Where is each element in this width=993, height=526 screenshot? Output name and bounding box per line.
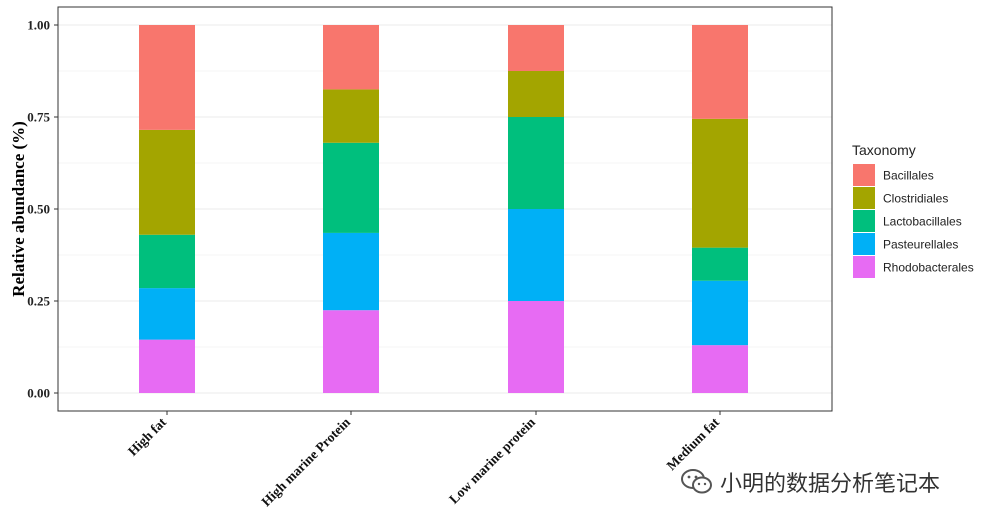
legend-label-lactobacillales: Lactobacillales xyxy=(883,215,962,229)
bars xyxy=(139,25,748,393)
legend-label-pasteurellales: Pasteurellales xyxy=(883,238,958,252)
bar-segment-clostridiales-3 xyxy=(692,118,748,248)
x-tick-label: Medium fat xyxy=(664,414,723,473)
bar-segment-bacillales-1 xyxy=(323,25,379,90)
y-tick-label: 0.75 xyxy=(27,110,50,125)
bar-segment-clostridiales-2 xyxy=(508,71,564,117)
bar-segment-clostridiales-1 xyxy=(323,89,379,143)
bar-segment-rhodobacterales-1 xyxy=(323,310,379,393)
x-tick-label: Low marine protein xyxy=(446,414,538,506)
legend: Taxonomy Bacillales Clostridiales Lactobac… xyxy=(852,142,974,278)
legend-title: Taxonomy xyxy=(852,142,916,158)
bar-segment-bacillales-2 xyxy=(508,25,564,71)
y-axis: 0.00 0.25 0.50 0.75 1.00 xyxy=(27,18,58,401)
legend-label-clostridiales: Clostridiales xyxy=(883,192,948,206)
watermark: 小明的数据分析笔记本 xyxy=(680,466,940,498)
x-tick-label: High marine Protein xyxy=(258,414,353,509)
legend-key-pasteurellales xyxy=(853,233,875,255)
bar-segment-clostridiales-0 xyxy=(139,129,195,235)
bar-segment-lactobacillales-1 xyxy=(323,142,379,233)
bar-segment-lactobacillales-2 xyxy=(508,117,564,209)
legend-label-rhodobacterales: Rhodobacterales xyxy=(883,261,974,275)
watermark-text: 小明的数据分析笔记本 xyxy=(720,472,941,497)
x-tick-label: High fat xyxy=(125,414,170,459)
y-tick-label: 0.25 xyxy=(27,294,50,309)
bar-segment-rhodobacterales-3 xyxy=(692,345,748,393)
legend-key-clostridiales xyxy=(853,187,875,209)
bar-segment-rhodobacterales-0 xyxy=(139,339,195,393)
bar-segment-bacillales-0 xyxy=(139,25,195,130)
bar-segment-pasteurellales-2 xyxy=(508,209,564,301)
bar-segment-rhodobacterales-2 xyxy=(508,301,564,393)
wechat-icon xyxy=(681,469,712,494)
legend-label-bacillales: Bacillales xyxy=(883,169,934,183)
y-tick-label: 1.00 xyxy=(27,18,50,33)
bar-segment-pasteurellales-1 xyxy=(323,232,379,311)
bar-segment-lactobacillales-3 xyxy=(692,247,748,281)
y-tick-label: 0.50 xyxy=(27,202,50,217)
legend-key-lactobacillales xyxy=(853,210,875,232)
x-axis: High fat High marine Protein Low marine pr… xyxy=(125,411,723,509)
bar-segment-pasteurellales-3 xyxy=(692,280,748,346)
bar-segment-pasteurellales-0 xyxy=(139,288,195,340)
bar-segment-bacillales-3 xyxy=(692,25,748,119)
bar-segment-lactobacillales-0 xyxy=(139,234,195,289)
legend-key-rhodobacterales xyxy=(853,256,875,278)
y-tick-label: 0.00 xyxy=(27,386,50,401)
y-axis-label: Relative abundance (%) xyxy=(9,121,28,297)
legend-key-bacillales xyxy=(853,164,875,186)
